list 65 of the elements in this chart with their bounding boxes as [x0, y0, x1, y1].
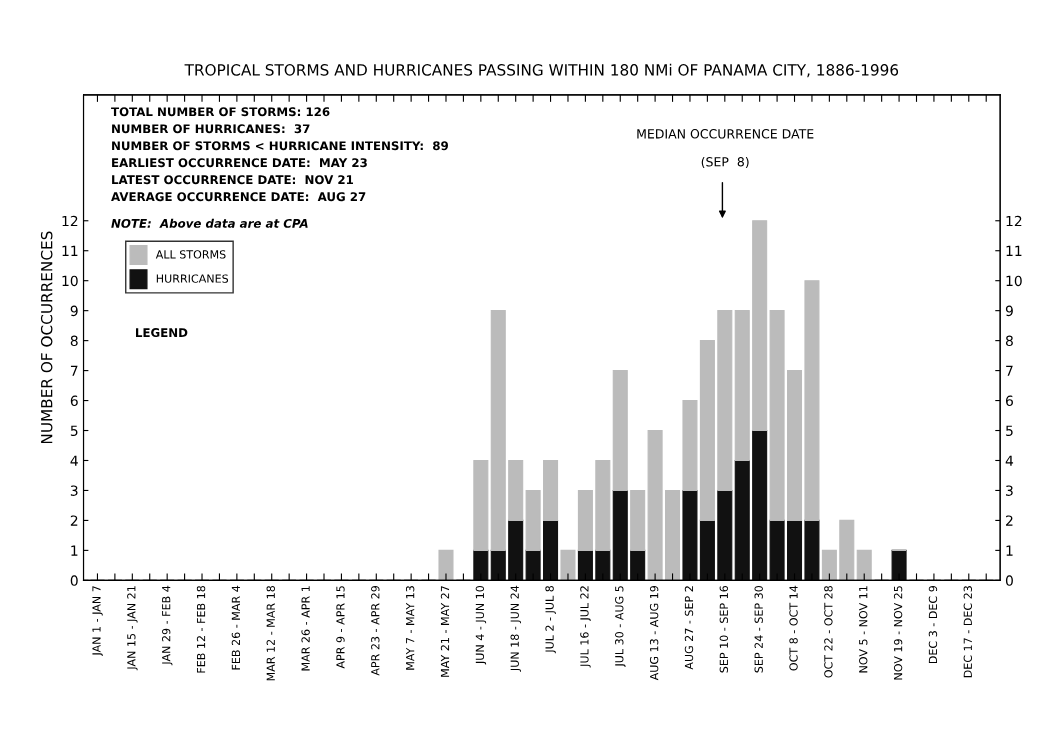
legend-title: LEGEND: [136, 328, 188, 338]
annotation: NUMBER OF HURRICANES: 37: [112, 124, 310, 134]
x-tick-label: APR 23 - APR 29: [371, 585, 380, 676]
x-tick-label: JUL 2 - JUL 8: [545, 585, 556, 654]
y2-tick-label: 9: [1005, 305, 1013, 317]
x-tick-label: JUN 18 - JUN 24: [510, 585, 521, 672]
x-tick-label: SEP 10 - SEP 16: [719, 585, 729, 673]
x-tick-label: DEC 3 - DEC 9: [928, 585, 938, 664]
y2-tick-label: 6: [1005, 395, 1013, 407]
x-tick-label: OCT 8 - OCT 14: [789, 585, 798, 671]
x-tick-label: OCT 22 - OCT 28: [824, 585, 833, 678]
y2-tick-label: 10: [1006, 275, 1022, 287]
x-tick-label: FEB 26 - MAR 4: [231, 585, 241, 670]
y-tick-label: 6: [70, 395, 78, 407]
y-tick-label: 12: [62, 215, 78, 227]
y-tick-label: 3: [70, 485, 78, 496]
y-tick-label: 11: [62, 245, 78, 256]
x-tick-label: JAN 29 - FEB 4: [161, 585, 173, 666]
x-tick-label: JUL 30 - AUG 5: [615, 586, 626, 668]
x-tick-label: MAR 26 - APR 1: [301, 586, 310, 671]
x-tick-label: JAN 15 - JAN 21: [127, 586, 138, 671]
x-tick-label: MAY 7 - MAY 13: [405, 586, 415, 670]
y2-tick-label: 7: [1006, 365, 1013, 376]
x-tick-label: JAN 1 - JAN 7: [92, 586, 103, 657]
annotation: NUMBER OF STORMS < HURRICANE INTENSITY: 89: [112, 141, 448, 151]
y2-tick-label: 0: [1005, 575, 1013, 586]
y2-tick-label: 4: [1005, 455, 1014, 466]
y-axis-title: NUMBER OF OCCURRENCES: [40, 231, 53, 444]
y-tick-label: 9: [70, 305, 78, 317]
x-tick-label: AUG 13 - AUG 19: [649, 585, 659, 681]
y-tick-label: 1: [71, 545, 78, 556]
annotation: NOTE: Above data are at CPA: [111, 218, 308, 228]
x-tick-label: AUG 27 - SEP 2: [684, 586, 694, 670]
y2-tick-label: 3: [1006, 485, 1013, 496]
x-tick-label: NOV 19 - NOV 25: [893, 586, 903, 680]
x-tick-label: FEB 12 - FEB 18: [196, 585, 206, 673]
x-tick-label: DEC 17 - DEC 23: [963, 586, 973, 678]
x-tick-label: APR 9 - APR 15: [336, 586, 345, 669]
x-tick-label: MAR 12 - MAR 18: [266, 585, 275, 681]
chart-title: TROPICAL STORMS AND HURRICANES PASSING WITHIN 180 NMi OF PANAMA CITY, 1886-1996: [184, 63, 899, 78]
y2-tick-label: 1: [1006, 545, 1013, 556]
y-tick-label: 5: [70, 425, 78, 436]
text: MEDIAN OCCURRENCE DATE (SEP 8): [637, 129, 814, 169]
legend-label: ALL STORMS: [155, 250, 226, 259]
x-tick-label: JUL 16 - JUL 22: [580, 586, 591, 668]
y-tick-label: 2: [70, 515, 78, 526]
annotation: LATEST OCCURRENCE DATE: NOV 21: [112, 175, 354, 185]
y2-tick-label: 5: [1006, 425, 1013, 436]
y2-tick-label: 8: [1005, 335, 1013, 347]
x-tick-label: SEP 24 - SEP 30: [754, 585, 763, 673]
annotation: EARLIEST OCCURRENCE DATE: MAY 23: [112, 158, 367, 168]
x-tick-label: NOV 5 - NOV 11: [859, 586, 868, 673]
y-tick-label: 10: [62, 275, 78, 287]
y2-tick-label: 11: [1006, 245, 1022, 256]
y-tick-label: 7: [70, 365, 78, 376]
y-tick-label: 8: [70, 335, 78, 347]
y2-tick-label: 2: [1006, 515, 1013, 526]
x-tick-label: MAY 21 - MAY 27: [440, 586, 450, 677]
annotation: TOTAL NUMBER OF STORMS: 126: [111, 107, 330, 117]
annotation: AVERAGE OCCURRENCE DATE: AUG 27: [111, 192, 366, 202]
y2-tick-label: 12: [1006, 215, 1022, 227]
x-tick-label: JUN 4 - JUN 10: [475, 585, 487, 665]
y-tick-label: 0: [70, 575, 78, 586]
y-tick-label: 4: [70, 455, 78, 466]
legend-label: HURRICANES: [156, 274, 229, 283]
